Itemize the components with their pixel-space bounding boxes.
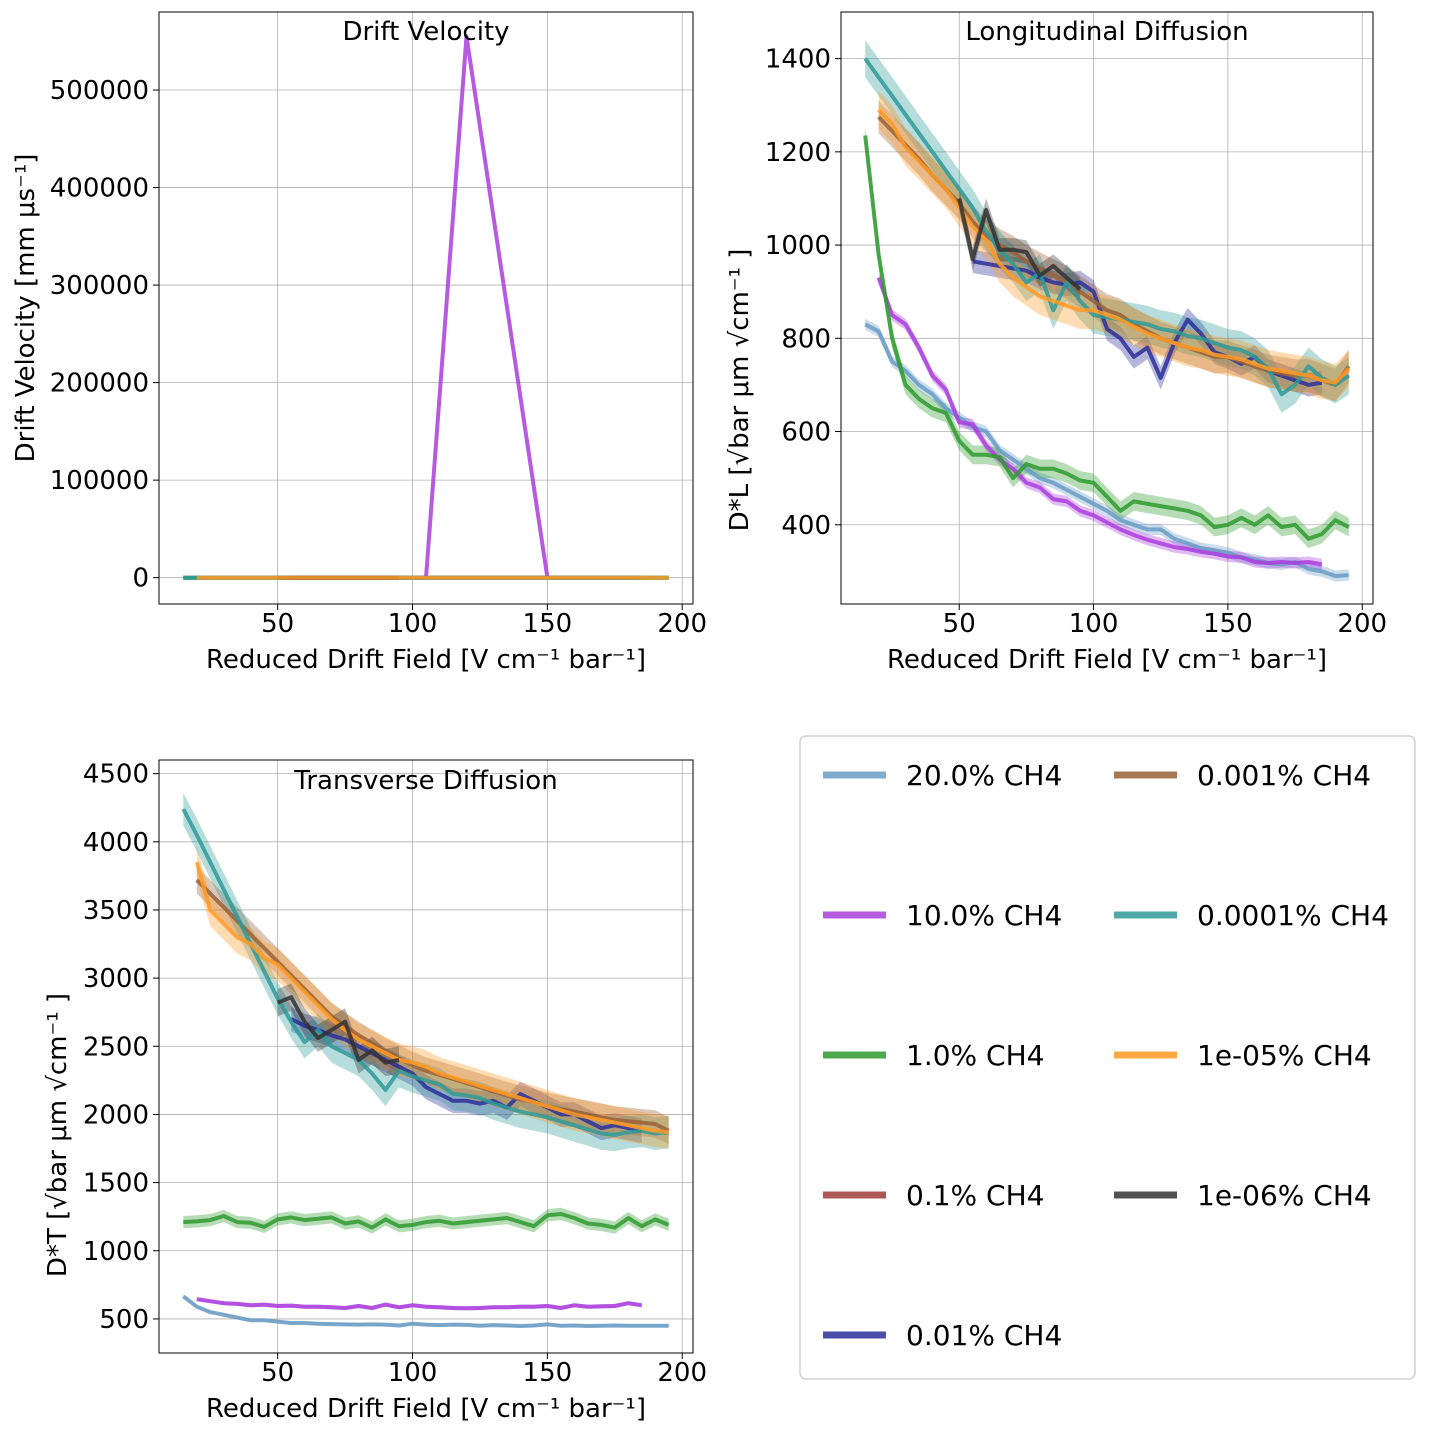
y-tick-label: 4000 — [83, 828, 149, 858]
y-tick-label: 800 — [781, 324, 831, 354]
series-line-1-0-ch4 — [863, 135, 1350, 541]
longitudinal-diffusion-axes: 50 100 150 200 400 600 800 1000 1200 1400 Longitu… — [725, 11, 1387, 675]
x-tick-label: 200 — [657, 609, 707, 639]
transverse-diffusion-frame — [158, 759, 694, 1354]
x-tick-label: 200 — [657, 1358, 707, 1388]
band-0-001-ch4 — [196, 866, 669, 1145]
longitudinal-diffusion-frame — [840, 11, 1374, 605]
legend-item-0-0001-ch4: 0.0001% CH4 — [1114, 899, 1389, 932]
legend-label: 0.1% CH4 — [906, 1179, 1044, 1212]
series-line-1-0-ch4 — [183, 1212, 670, 1230]
x-tick-label: 150 — [523, 1358, 573, 1388]
series-line-1e-06-ch4 — [276, 995, 400, 1065]
legend-label: 1e-06% CH4 — [1197, 1179, 1372, 1212]
legend-label: 0.0001% CH4 — [1197, 899, 1389, 932]
legend-item-0-01-ch4: 0.01% CH4 — [823, 1319, 1062, 1352]
series-line-10-0-ch4 — [196, 34, 642, 580]
drift-velocity-ylabel: Drift Velocity [mm μs⁻¹] — [11, 154, 41, 463]
legend-item-1-0-ch4: 1.0% CH4 — [823, 1039, 1044, 1072]
x-tick-label: 100 — [388, 1358, 438, 1388]
y-tick-label: 1000 — [83, 1237, 149, 1267]
transverse-diffusion-axes: 50 100 150 200 500 1000 1500 2000 2500 3000 3500 40… — [43, 759, 707, 1424]
y-tick-label: 500 — [99, 1305, 149, 1335]
legend: 20.0% CH4 10.0% CH4 1.0% CH4 0.1% CH4 0.01% … — [799, 735, 1416, 1380]
series-line-1e-05-ch4 — [194, 861, 669, 1135]
legend-label: 1.0% CH4 — [906, 1039, 1044, 1072]
legend-label: 10.0% CH4 — [906, 899, 1062, 932]
y-tick-label: 500000 — [50, 76, 149, 106]
y-tick-label: 3000 — [83, 964, 149, 994]
x-tick-label: 50 — [943, 609, 976, 639]
x-tick-label: 100 — [1069, 609, 1119, 639]
legend-label: 0.01% CH4 — [906, 1319, 1062, 1352]
series-line-1e-06-ch4 — [957, 198, 1082, 291]
y-tick-label: 300000 — [50, 271, 149, 301]
longitudinal-diffusion-ylabel: D*L [√bar μm √cm⁻¹ ] — [725, 249, 755, 532]
series-line-10-0-ch4 — [876, 277, 1323, 567]
y-tick-label: 2000 — [83, 1100, 149, 1130]
legend-item-20-0-ch4: 20.0% CH4 — [823, 759, 1062, 792]
transverse-diffusion-xlabel: Reduced Drift Field [V cm⁻¹ bar⁻¹] — [206, 1394, 646, 1424]
legend-item-1e-06-ch4: 1e-06% CH4 — [1114, 1179, 1372, 1212]
series-line-20-0-ch4 — [182, 1294, 669, 1328]
legend-item-10-0-ch4: 10.0% CH4 — [823, 899, 1062, 932]
series-line-0-0001-ch4 — [181, 808, 669, 1137]
drift-velocity-axes: 50 100 150 200 0 100000 200000 300000 400000 5000… — [11, 11, 707, 675]
y-tick-label: 1200 — [765, 138, 831, 168]
x-tick-label: 150 — [523, 609, 573, 639]
legend-label: 20.0% CH4 — [906, 759, 1062, 792]
drift-velocity-title: Drift Velocity — [342, 17, 509, 47]
transverse-diffusion-ylabel: D*T [√bar μm √cm⁻¹ ] — [43, 993, 73, 1277]
y-tick-label: 400 — [781, 511, 831, 541]
legend-box — [799, 735, 1416, 1380]
series-line-1e-05-ch4 — [877, 108, 1351, 385]
x-tick-label: 150 — [1203, 609, 1253, 639]
drift-velocity-xlabel: Reduced Drift Field [V cm⁻¹ bar⁻¹] — [206, 645, 646, 675]
y-tick-label: 1400 — [765, 45, 831, 75]
legend-label: 0.001% CH4 — [1197, 759, 1371, 792]
legend-item-0-1-ch4: 0.1% CH4 — [823, 1179, 1044, 1212]
series-line-0-0001-ch4 — [863, 57, 1350, 397]
y-tick-label: 2500 — [83, 1032, 149, 1062]
transverse-diffusion-title: Transverse Diffusion — [293, 766, 557, 796]
band-1e-05-ch4 — [196, 845, 669, 1149]
longitudinal-diffusion-xlabel: Reduced Drift Field [V cm⁻¹ bar⁻¹] — [887, 645, 1327, 675]
x-tick-label: 50 — [261, 1358, 294, 1388]
band-0-001-ch4 — [878, 100, 1349, 402]
series-line-10-0-ch4 — [196, 1297, 643, 1311]
y-tick-label: 200000 — [50, 369, 149, 399]
series-line-0-001-ch4 — [195, 878, 670, 1133]
y-tick-label: 400000 — [50, 174, 149, 204]
longitudinal-diffusion-title: Longitudinal Diffusion — [965, 17, 1248, 47]
legend-label: 1e-05% CH4 — [1197, 1039, 1372, 1072]
y-tick-label: 0 — [132, 564, 149, 594]
drift-velocity-frame — [158, 11, 694, 605]
legend-item-1e-05-ch4: 1e-05% CH4 — [1114, 1039, 1372, 1072]
series-line-0-01-ch4 — [290, 1017, 643, 1133]
band-1e-05-ch4 — [878, 91, 1349, 402]
x-tick-label: 200 — [1337, 609, 1387, 639]
y-tick-label: 3500 — [83, 896, 149, 926]
x-tick-label: 50 — [261, 609, 294, 639]
y-tick-label: 100000 — [50, 466, 149, 496]
legend-item-0-001-ch4: 0.001% CH4 — [1114, 759, 1371, 792]
y-tick-label: 1000 — [765, 231, 831, 261]
y-tick-label: 1500 — [83, 1169, 149, 1199]
y-tick-label: 600 — [781, 418, 831, 448]
y-tick-label: 4500 — [83, 760, 149, 790]
x-tick-label: 100 — [388, 609, 438, 639]
